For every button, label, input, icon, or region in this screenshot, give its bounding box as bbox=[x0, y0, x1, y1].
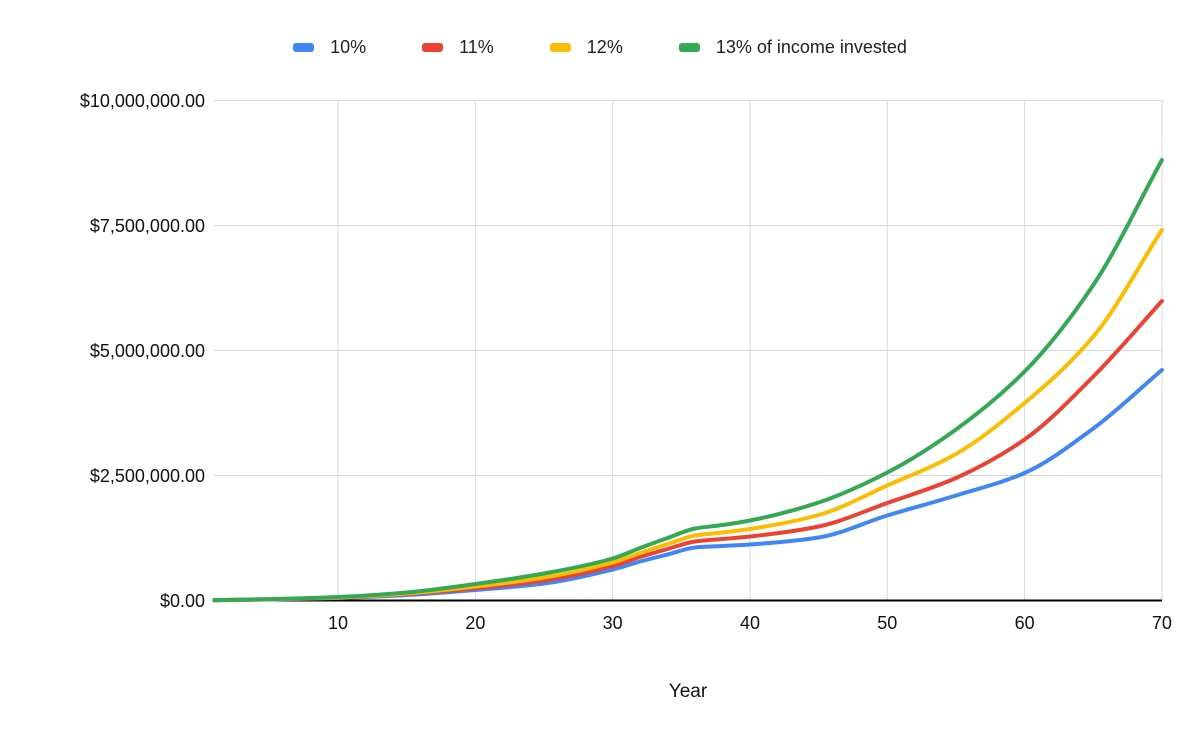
legend-swatch-icon bbox=[422, 42, 444, 52]
legend-label: 12% bbox=[586, 36, 623, 57]
y-tick-label: $2,500,000.00 bbox=[90, 466, 205, 486]
x-tick-label: 20 bbox=[465, 613, 485, 633]
horizontal-gridlines bbox=[213, 100, 1162, 476]
chart-legend: 10% 11% 12% 13% of income invested bbox=[0, 33, 1200, 61]
series-lines bbox=[212, 158, 1164, 603]
y-tick-label: $5,000,000.00 bbox=[90, 341, 205, 361]
y-tick-label: $7,500,000.00 bbox=[90, 216, 205, 236]
legend-swatch-icon bbox=[293, 42, 315, 52]
y-tick-label: $0.00 bbox=[160, 591, 205, 611]
x-tick-label: 70 bbox=[1152, 613, 1172, 633]
legend-label: 11% bbox=[459, 36, 494, 57]
series-line-1 bbox=[212, 299, 1164, 603]
y-tick-labels: $0.00 $2,500,000.00 $5,000,000.00 $7,500,00… bbox=[80, 91, 205, 611]
x-axis-title: Year bbox=[669, 681, 708, 702]
legend-label: 13% of income invested bbox=[715, 36, 907, 57]
legend-item-2: 12% bbox=[549, 36, 623, 58]
x-tick-label: 40 bbox=[740, 613, 760, 633]
legend-item-0: 10% bbox=[293, 37, 366, 58]
legend-label: 10% bbox=[330, 36, 367, 57]
y-tick-label: $10,000,000.00 bbox=[80, 91, 205, 111]
series-line-3 bbox=[212, 158, 1164, 603]
x-tick-label: 10 bbox=[328, 613, 348, 633]
legend-swatch-icon bbox=[678, 42, 700, 52]
x-tick-label: 50 bbox=[877, 613, 897, 633]
x-tick-labels: 10 20 30 40 50 60 70 bbox=[328, 613, 1172, 633]
x-tick-label: 60 bbox=[1015, 613, 1035, 633]
x-tick-label: 30 bbox=[603, 613, 623, 633]
legend-item-3: 13% of income invested bbox=[678, 36, 907, 58]
legend-item-1: 11% bbox=[422, 37, 494, 58]
legend-swatch-icon bbox=[549, 42, 571, 52]
